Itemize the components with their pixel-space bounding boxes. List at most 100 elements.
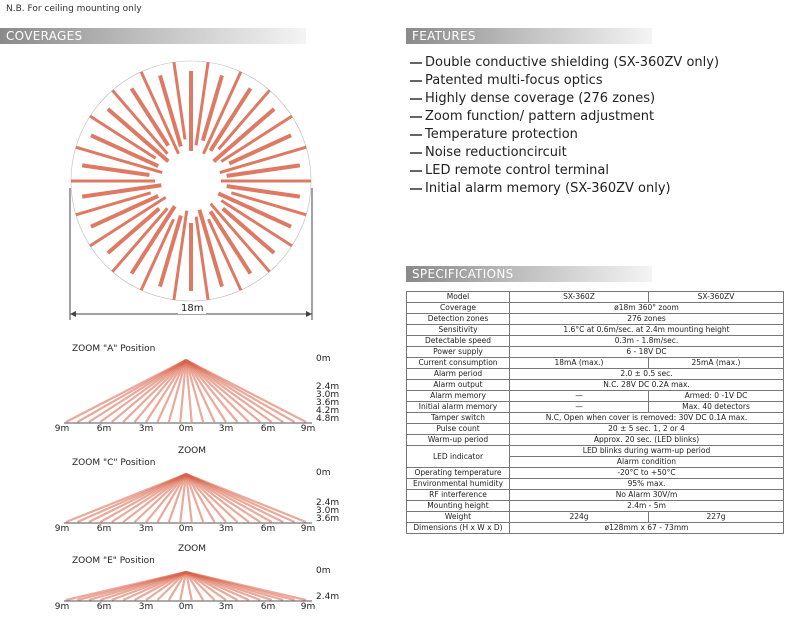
spec-value-sx360zv: Max. 40 detectors [648, 401, 784, 413]
range-label: 3.0m [316, 506, 340, 516]
table-row: Operating temperature -20°C to +50°C [406, 467, 784, 479]
zoom-badge-1: ZOOM [177, 446, 207, 456]
zoom-beam [156, 571, 187, 601]
coverage-beam [221, 206, 276, 255]
header-cell: Model [406, 291, 510, 303]
range-label: 2.4m [316, 382, 340, 392]
zoom-beam [184, 359, 193, 423]
spec-value: -20°C to +50°C [509, 467, 784, 479]
axis-tick-label: 6m [260, 424, 276, 434]
table-row: RF interference No Alarm 30V/m [406, 489, 784, 501]
coverage-beam [228, 133, 292, 166]
spec-value-sx360zv: Armed: 0 -1V DC [648, 390, 784, 402]
zoom-beam [184, 571, 193, 601]
zoom-beam [185, 359, 261, 423]
spec-value-sx360z: — [509, 401, 649, 413]
spec-value-sx360zv: 25mA (max.) [648, 357, 784, 369]
zoom-beam [185, 359, 227, 423]
axis-tick-label: 9m [54, 424, 70, 434]
zoom-beam [122, 359, 187, 423]
axis-tick-label: 6m [96, 602, 112, 612]
header-cell: SX-360Z [509, 291, 649, 303]
range-label: 2.4m [316, 498, 340, 508]
feature-text: Noise reductioncircuit [425, 145, 567, 160]
table-row: Dimensions (H x W x D) ø128mm x 67 - 73mm [406, 522, 784, 534]
spec-value: N.C. 28V DC 0.2A max. [509, 379, 784, 391]
axis-tick-label: 6m [260, 524, 276, 534]
axis-tick-label: 3m [138, 602, 154, 612]
zoom-beam [184, 473, 193, 523]
spec-label: Power supply [406, 346, 510, 358]
feature-item: Initial alarm memory (SX-360ZV only) [410, 180, 790, 198]
dash-bullet-icon [410, 133, 422, 136]
feature-item: Zoom function/ pattern adjustment [410, 108, 790, 126]
spec-label: Initial alarm memory [406, 401, 510, 413]
zoom-beam [184, 473, 205, 523]
range-label: 3.0m [316, 390, 340, 400]
feature-item: Highly dense coverage (276 zones) [410, 90, 790, 108]
spec-value: 1.6°C at 0.6m/sec. at 2.4m mounting heig… [509, 324, 784, 336]
zoom-beam [167, 359, 188, 423]
dash-bullet-icon [410, 61, 422, 64]
axis-tick-label: 3m [138, 524, 154, 534]
feature-item: Temperature protection [410, 126, 790, 144]
coverage-beam [217, 191, 292, 229]
spec-label: Alarm output [406, 379, 510, 391]
coverage-beam [139, 218, 175, 291]
table-row: Mounting height 2.4m - 5m [406, 500, 784, 512]
range-label: 4.2m [316, 406, 340, 416]
zoom-beam [185, 473, 216, 523]
zoom-beam [145, 473, 187, 523]
spec-label: Alarm memory [406, 390, 510, 402]
spec-value: Approx. 20 sec. (LED blinks) [509, 434, 784, 446]
spec-label: Operating temperature [406, 467, 510, 479]
axis-tick-label: 6m [96, 424, 112, 434]
spec-label: RF interference [406, 489, 510, 501]
spec-value: 0.3m - 1.8m/sec. [509, 335, 784, 347]
zoom-beam [185, 359, 216, 423]
coverage-beam [75, 191, 152, 217]
coverage-beam [106, 107, 170, 163]
coverage-beam [226, 184, 301, 199]
spec-label: Dimensions (H x W x D) [406, 522, 510, 534]
table-row: Environmental humidity 95% max. [406, 478, 784, 490]
table-row: Sensitivity 1.6°C at 0.6m/sec. at 2.4m mo… [406, 324, 784, 336]
zoom-beam [179, 473, 188, 523]
spec-label: Detectable speed [406, 335, 510, 347]
coverage-beams [70, 60, 312, 302]
zoom-beam [185, 571, 205, 601]
spec-label: Alarm period [406, 368, 510, 380]
table-row: Tamper switch N.C, Open when cover is rem… [406, 412, 784, 424]
spec-label: Mounting height [406, 500, 510, 512]
feature-text: Patented multi-focus optics [425, 73, 603, 88]
coverage-beam [220, 114, 293, 163]
table-row: Alarm memory — Armed: 0 -1V DC [406, 390, 784, 402]
coverage-beam [129, 205, 177, 275]
axis-tick-label: 0m [178, 524, 194, 534]
zoom-beam [167, 473, 188, 523]
zoom-beam [156, 473, 187, 523]
range-label: 3.6m [316, 398, 340, 408]
table-row: Current consumption 18mA (max.) 25mA (max.… [406, 357, 784, 369]
detector-center [163, 153, 219, 209]
specifications-table: Model SX-360Z SX-360ZV Coverage ø18m 360° zo… [406, 291, 784, 534]
spec-value: Alarm condition [509, 456, 784, 468]
spec-value: 20 ± 5 sec. 1, 2 or 4 [509, 423, 784, 435]
spec-value: LED blinks during warm-up period [509, 445, 784, 457]
axis-tick-label: 6m [260, 602, 276, 612]
coverage-pattern-diagram [69, 60, 313, 320]
spec-value: ø128mm x 67 - 73mm [509, 522, 784, 534]
coverage-beam [230, 191, 307, 217]
axis-tick-label: 9m [300, 424, 316, 434]
coverage-width-label: 18m [178, 303, 207, 314]
zoom-beam [122, 473, 187, 523]
coverage-beam [81, 163, 150, 178]
zoom-beam [145, 571, 187, 601]
zoom-beam [179, 359, 188, 423]
axis-tick-label: 0m [178, 424, 194, 434]
table-row: Detectable speed 0.3m - 1.8m/sec. [406, 335, 784, 347]
table-row: Power supply 6 - 18V DC [406, 346, 784, 358]
table-row: Pulse count 20 ± 5 sec. 1, 2 or 4 [406, 423, 784, 435]
feature-text: LED remote control terminal [425, 163, 609, 178]
range-label: 0m [316, 468, 331, 478]
